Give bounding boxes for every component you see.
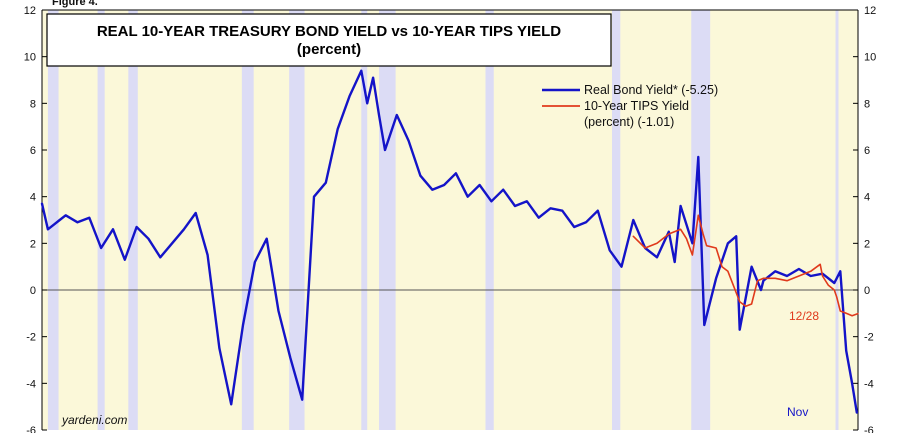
left-tick-label: -4 [26,378,36,390]
right-axis: -6 -4 -2 0 2 4 6 8 10 12 [853,5,876,437]
series-line-real-bond [40,69,858,414]
left-tick-label: 10 [24,52,36,64]
right-tick-label: -6 [864,425,874,433]
left-tick-label: 2 [30,238,36,250]
recession-band [361,10,368,430]
plot-area [42,10,858,430]
recession-band [241,10,254,430]
recession-band [289,10,305,430]
right-tick-label: 10 [864,52,876,64]
left-tick-label: 8 [30,98,36,110]
recession-band [128,10,138,430]
legend-label-tips-line1: 10-Year TIPS Yield [584,99,689,113]
left-tick-label: 0 [30,285,36,297]
right-tick-label: -4 [864,378,874,390]
legend-label-tips-line2: (percent) (-1.01) [584,115,674,129]
end-label-tips: 12/28 [789,309,819,323]
recession-bands [47,10,839,430]
legend: Real Bond Yield* (-5.25) 10-Year TIPS Yi… [542,83,718,129]
left-tick-label: -2 [26,332,36,344]
chart-title: REAL 10-YEAR TREASURY BOND YIELD vs 10-Y… [97,23,561,40]
recession-band [612,10,621,430]
title-box: REAL 10-YEAR TREASURY BOND YIELD vs 10-Y… [46,13,612,67]
right-tick-label: 12 [864,5,876,17]
left-tick-label: -6 [26,425,36,433]
recession-band [835,10,839,430]
series-line-tips [632,214,859,317]
right-tick-label: 4 [864,192,870,204]
left-tick-label: 6 [30,145,36,157]
recession-band [379,10,396,430]
right-tick-label: 8 [864,98,870,110]
end-label-real-bond: Nov [787,405,808,419]
legend-label-real-bond: Real Bond Yield* (-5.25) [584,83,718,97]
left-tick-label: 12 [24,5,36,17]
figure-label: Figure 4. [52,0,98,8]
recession-band [485,10,494,430]
right-tick-label: -2 [864,332,874,344]
series-lines [40,69,859,414]
right-tick-label: 6 [864,145,870,157]
recession-band [47,10,59,430]
chart-subtitle: (percent) [297,41,361,58]
recession-band [97,10,105,430]
right-tick-label: 2 [864,238,870,250]
right-tick-label: 0 [864,285,870,297]
left-axis: -6 -4 -2 0 2 4 6 8 10 12 [24,5,858,437]
source-label: yardeni.com [61,413,127,427]
left-tick-label: 4 [30,192,36,204]
